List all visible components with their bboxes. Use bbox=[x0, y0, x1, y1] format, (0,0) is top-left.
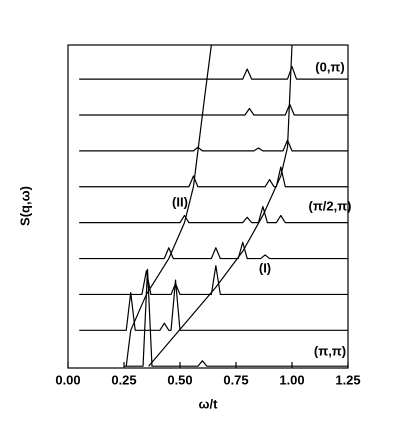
y-axis-label: S(q,ω) bbox=[17, 186, 32, 226]
plot-frame bbox=[67, 44, 349, 369]
x-axis-label: ω/t bbox=[199, 396, 219, 411]
spectrum-line bbox=[79, 241, 348, 260]
x-tick-label: 0.75 bbox=[223, 372, 248, 387]
spectrum-line bbox=[79, 103, 348, 116]
annotation: (0,π) bbox=[315, 59, 344, 74]
spectrum-line bbox=[124, 268, 348, 367]
annotation: (I) bbox=[259, 260, 271, 275]
spectrum-line bbox=[79, 166, 348, 188]
spectrum-line bbox=[79, 65, 348, 80]
x-tick-label: 0.00 bbox=[55, 372, 80, 387]
annotation: (II) bbox=[172, 194, 188, 209]
x-tick-label: 1.00 bbox=[279, 372, 304, 387]
spectrum-line bbox=[148, 44, 293, 367]
annotation: (π/2,π) bbox=[308, 198, 351, 213]
spectrum-line bbox=[79, 139, 348, 152]
x-tick-label: 0.25 bbox=[111, 372, 136, 387]
spectrum-line bbox=[79, 265, 348, 296]
spectrum-line bbox=[79, 205, 348, 224]
spectrum-line bbox=[125, 44, 212, 367]
spectrum-line bbox=[79, 279, 348, 331]
x-tick-label: 1.25 bbox=[335, 372, 360, 387]
annotation: (π,π) bbox=[314, 343, 346, 358]
x-tick-label: 0.50 bbox=[167, 372, 192, 387]
